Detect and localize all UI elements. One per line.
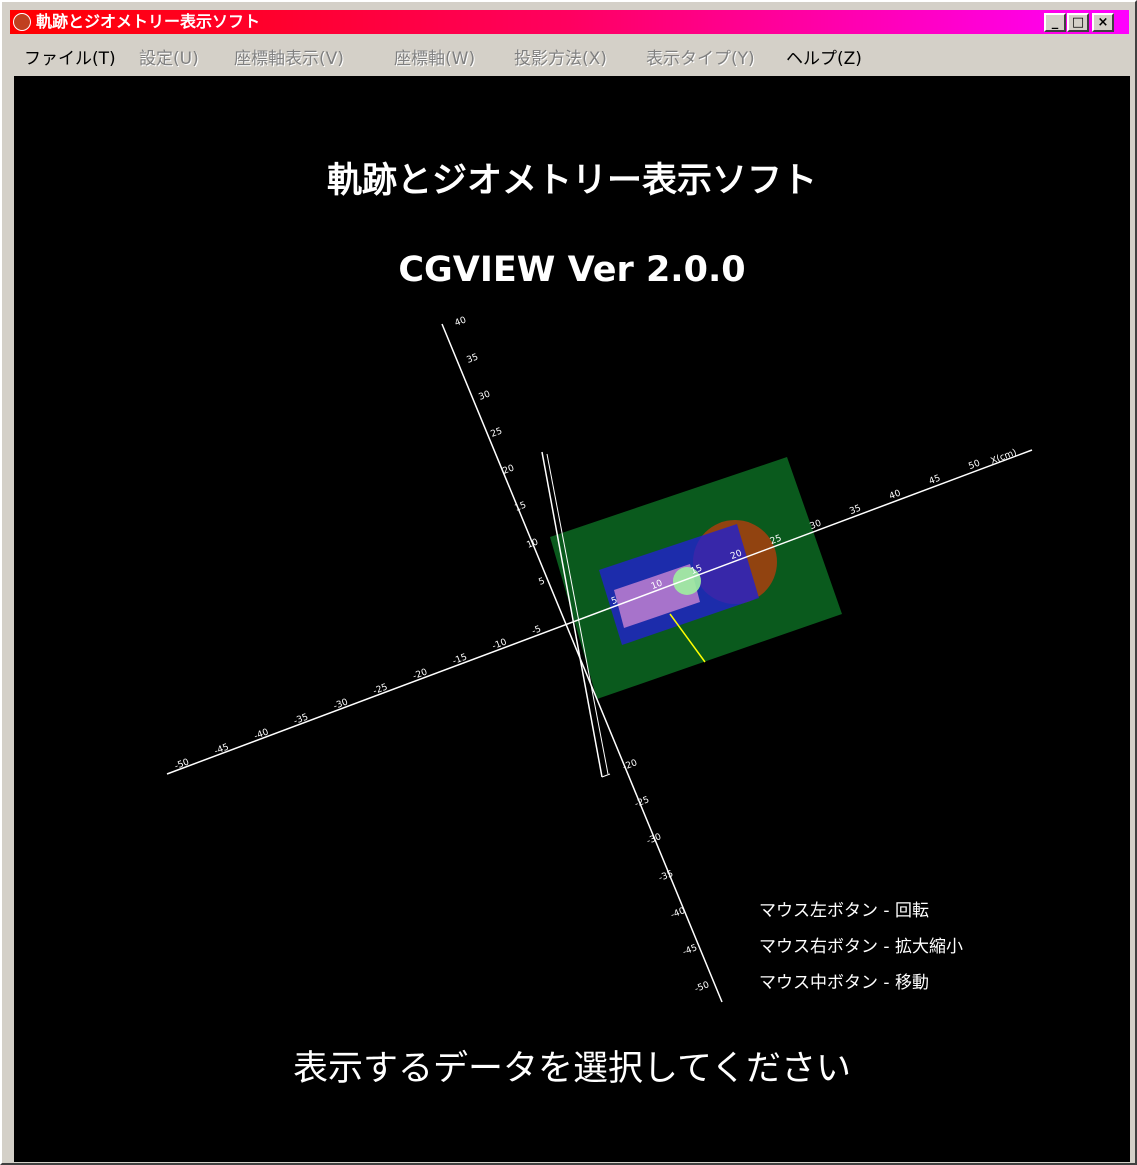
x-axis-label: -50	[173, 757, 191, 772]
view-title: 軌跡とジオメトリー表示ソフト	[14, 152, 1130, 203]
mouse-hint: マウス右ボタン - 拡大縮小	[759, 932, 963, 957]
x-axis-label: -25	[372, 682, 389, 697]
minimize-button[interactable]: _	[1044, 13, 1066, 32]
x-axis-label: -10	[491, 637, 509, 652]
y-axis-label: 10	[525, 537, 540, 551]
y-axis-label: 40	[453, 315, 468, 329]
x-axis-label: -15	[451, 652, 468, 667]
app-icon	[13, 13, 31, 31]
x-axis-label: -5	[531, 624, 543, 637]
title-bar: 軌跡とジオメトリー表示ソフト _ □ ×	[10, 10, 1129, 34]
y-axis-label: 30	[477, 389, 492, 403]
y-axis-label: -50	[693, 980, 711, 995]
y-axis-label: -45	[681, 943, 698, 958]
y-axis-label: -30	[645, 832, 663, 847]
y-axis-label: -25	[633, 795, 650, 810]
close-button[interactable]: ×	[1092, 13, 1114, 32]
version: CGVIEW Ver 2.0.0	[14, 250, 1130, 290]
x-axis-label: -40	[253, 727, 271, 742]
y-axis-label: 25	[489, 426, 503, 439]
scene: -50-45-40-35-30-25-20-15-10-551015202530…	[14, 76, 1130, 1162]
x-axis-unit: X(cm)	[989, 448, 1018, 467]
menu-item: 設定(U)	[139, 44, 199, 69]
x-axis-label: -45	[213, 742, 230, 757]
x-axis-label: -20	[412, 667, 430, 682]
menu-bar: ファイル(T) 設定(U) 座標軸表示(V) 座標軸(W) 投影方法(X) 表示タイプ(Y…	[10, 38, 1129, 72]
prompt: 表示するデータを選択してください	[14, 1040, 1130, 1091]
menu-item: 座標軸表示(V)	[234, 44, 344, 69]
mouse-hint: マウス左ボタン - 回転	[759, 896, 929, 921]
z-axis	[602, 774, 610, 777]
menu-item[interactable]: ヘルプ(Z)	[786, 44, 862, 69]
y-axis-label: 5	[537, 576, 546, 587]
y-axis-label: -20	[621, 758, 639, 773]
app-window: 軌跡とジオメトリー表示ソフト _ □ × ファイル(T) 設定(U) 座標軸表示(V…	[0, 0, 1137, 1165]
mouse-hint: マウス中ボタン - 移動	[759, 968, 929, 993]
menu-item: 座標軸(W)	[394, 44, 475, 69]
menu-item[interactable]: ファイル(T)	[24, 44, 116, 69]
y-axis-label: 20	[501, 463, 516, 477]
window-title: 軌跡とジオメトリー表示ソフト	[36, 12, 260, 32]
menu-item: 表示タイプ(Y)	[646, 44, 755, 69]
x-axis-label: -30	[332, 697, 350, 712]
menu-item: 投影方法(X)	[514, 44, 607, 69]
x-axis-label: 30	[809, 518, 824, 532]
y-axis-label: -40	[669, 906, 687, 921]
y-axis-label: 35	[465, 352, 479, 365]
x-axis-label: -35	[293, 712, 310, 727]
maximize-button[interactable]: □	[1067, 13, 1089, 32]
